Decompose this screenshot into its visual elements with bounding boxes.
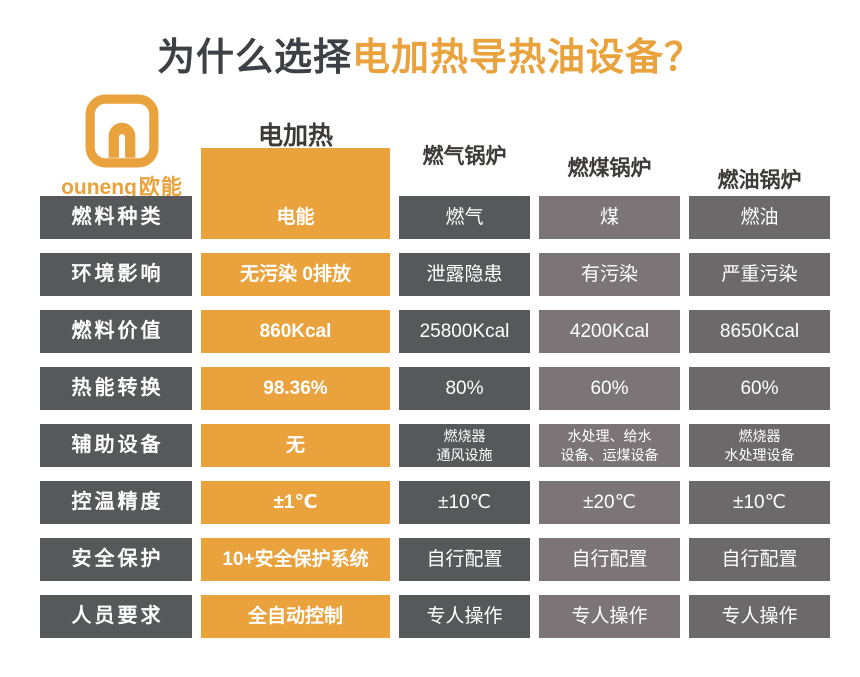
cell-gas-fuel-value: 25800Kcal xyxy=(399,310,530,353)
comparison-table: 燃料种类 电能 燃气 煤 燃油 环境影响 无污染 0排放 泄露隐患 有污染 严重… xyxy=(40,196,830,638)
electric-column-cap xyxy=(201,148,390,196)
brand-name-cn: 欧能 xyxy=(138,176,183,199)
cell-electric-environmental-impact: 无污染 0排放 xyxy=(201,253,390,296)
cell-oil-fuel-value: 8650Kcal xyxy=(689,310,830,353)
row-label-thermal-conversion: 热能转换 xyxy=(40,367,192,410)
cell-gas-thermal-conversion: 80% xyxy=(399,367,530,410)
cell-gas-temp-control-precision: ±10℃ xyxy=(399,481,530,524)
cell-coal-safety-protection: 自行配置 xyxy=(539,538,680,581)
row-label-environmental-impact: 环境影响 xyxy=(40,253,192,296)
column-header-coal-boiler: 燃煤锅炉 xyxy=(567,157,652,180)
brand-logo: ouneng欧能 xyxy=(50,94,194,201)
row-label-personnel-requirement: 人员要求 xyxy=(40,595,192,638)
row-label-fuel-type: 燃料种类 xyxy=(40,196,192,239)
brand-name-latin: ouneng xyxy=(61,176,137,199)
row-label-fuel-value: 燃料价值 xyxy=(40,310,192,353)
column-header-electric: 电加热 xyxy=(257,122,333,150)
cell-electric-fuel-type: 电能 xyxy=(201,196,390,239)
cell-oil-temp-control-precision: ±10℃ xyxy=(689,481,830,524)
cell-gas-fuel-type: 燃气 xyxy=(399,196,530,239)
column-header-gas-boiler: 燃气锅炉 xyxy=(422,145,507,168)
cell-gas-personnel-requirement: 专人操作 xyxy=(399,595,530,638)
cell-electric-fuel-value: 860Kcal xyxy=(201,310,390,353)
cell-oil-personnel-requirement: 专人操作 xyxy=(689,595,830,638)
cell-electric-personnel-requirement: 全自动控制 xyxy=(201,595,390,638)
cell-gas-environmental-impact: 泄露隐患 xyxy=(399,253,530,296)
cell-electric-thermal-conversion: 98.36% xyxy=(201,367,390,410)
cell-coal-fuel-value: 4200Kcal xyxy=(539,310,680,353)
ouneng-logo-icon xyxy=(85,94,159,168)
cell-electric-safety-protection: 10+安全保护系统 xyxy=(201,538,390,581)
brand-name: ouneng欧能 xyxy=(50,171,194,201)
cell-coal-temp-control-precision: ±20℃ xyxy=(539,481,680,524)
cell-oil-environmental-impact: 严重污染 xyxy=(689,253,830,296)
title-prefix: 为什么选择 xyxy=(156,37,352,79)
page-title: 为什么选择电加热导热油设备？ xyxy=(0,26,860,81)
row-label-safety-protection: 安全保护 xyxy=(40,538,192,581)
cell-gas-auxiliary-equipment: 燃烧器 通风设施 xyxy=(399,424,530,467)
cell-coal-environmental-impact: 有污染 xyxy=(539,253,680,296)
column-header-oil-boiler: 燃油锅炉 xyxy=(717,169,802,192)
cell-oil-thermal-conversion: 60% xyxy=(689,367,830,410)
cell-electric-auxiliary-equipment: 无 xyxy=(201,424,390,467)
cell-gas-safety-protection: 自行配置 xyxy=(399,538,530,581)
cell-electric-temp-control-precision: ±1℃ xyxy=(201,481,390,524)
cell-coal-fuel-type: 煤 xyxy=(539,196,680,239)
row-label-auxiliary-equipment: 辅助设备 xyxy=(40,424,192,467)
cell-coal-personnel-requirement: 专人操作 xyxy=(539,595,680,638)
cell-oil-safety-protection: 自行配置 xyxy=(689,538,830,581)
cell-oil-fuel-type: 燃油 xyxy=(689,196,830,239)
row-label-temp-control-precision: 控温精度 xyxy=(40,481,192,524)
cell-coal-thermal-conversion: 60% xyxy=(539,367,680,410)
cell-oil-auxiliary-equipment: 燃烧器 水处理设备 xyxy=(689,424,830,467)
title-highlight: 电加热导热油设备？ xyxy=(352,37,704,79)
cell-coal-auxiliary-equipment: 水处理、给水 设备、运煤设备 xyxy=(539,424,680,467)
